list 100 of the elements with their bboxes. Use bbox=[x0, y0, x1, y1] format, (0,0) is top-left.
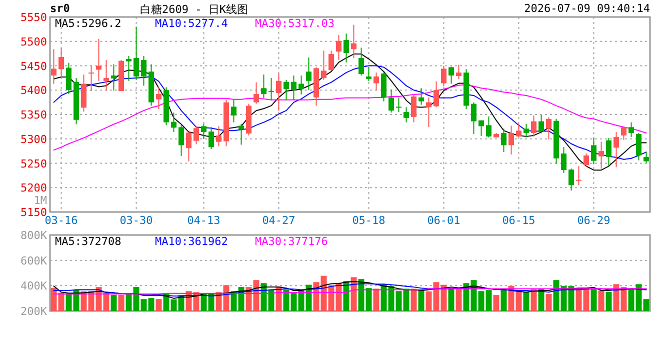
candlestick bbox=[434, 80, 439, 108]
candlestick bbox=[404, 106, 409, 123]
candlestick bbox=[531, 114, 536, 137]
candlestick bbox=[111, 64, 116, 92]
text: MA10:5277.4 bbox=[155, 17, 228, 30]
candlestick bbox=[411, 94, 416, 123]
candlestick bbox=[606, 137, 612, 167]
candlestick bbox=[478, 120, 484, 136]
text: MA30:5317.03 bbox=[255, 17, 334, 30]
candlestick bbox=[238, 123, 244, 146]
y-tick-label: 5500 bbox=[20, 35, 47, 48]
y-tick-label: 200K bbox=[20, 305, 48, 318]
text: sr0 bbox=[50, 2, 70, 15]
candlestick bbox=[576, 166, 582, 186]
candlestick bbox=[471, 102, 476, 134]
candlestick bbox=[284, 79, 289, 101]
candlestick bbox=[58, 48, 64, 78]
candlestick bbox=[388, 89, 394, 114]
y-tick-label: 5300 bbox=[20, 132, 47, 146]
y-tick-label: 5150 bbox=[20, 206, 47, 219]
candlestick bbox=[568, 168, 574, 192]
y-tick-label: 800K bbox=[20, 229, 48, 242]
candlestick bbox=[268, 77, 274, 101]
candlestick bbox=[194, 126, 199, 145]
candlestick bbox=[486, 116, 492, 138]
candlestick bbox=[374, 72, 379, 91]
candlestick bbox=[306, 56, 312, 91]
candlestick bbox=[328, 50, 334, 72]
chart-title: 白糖2609 - 日K线图 bbox=[140, 3, 248, 16]
candlestick bbox=[524, 123, 529, 138]
candlestick bbox=[546, 116, 552, 140]
candlestick bbox=[456, 64, 462, 80]
candlestick bbox=[66, 62, 72, 95]
y-tick-label: 5250 bbox=[20, 157, 47, 170]
candlestick bbox=[88, 65, 94, 92]
text: MA5:5296.2 bbox=[55, 17, 122, 30]
candlestick bbox=[538, 114, 544, 134]
x-tick-label: 06-15 bbox=[502, 214, 536, 227]
x-tick-label: 06-29 bbox=[577, 214, 610, 227]
candlestick bbox=[598, 141, 604, 170]
text: 2026-07-09 09:40:14 bbox=[524, 2, 650, 15]
y-tick-label: 5550 bbox=[20, 11, 47, 24]
candlestick bbox=[628, 122, 634, 138]
candlestick bbox=[441, 65, 446, 87]
candlestick bbox=[134, 26, 139, 80]
text: MA30:377176 bbox=[255, 235, 328, 248]
y-tick-label: 5350 bbox=[20, 108, 47, 122]
x-tick-label: 04-27 bbox=[262, 214, 296, 227]
candlestick bbox=[644, 152, 649, 164]
y-tick-label: 5200 bbox=[20, 182, 47, 195]
candlestick bbox=[104, 59, 109, 92]
candlestick bbox=[614, 132, 619, 168]
y-tick-label: 400K bbox=[20, 280, 48, 293]
candlestick bbox=[358, 47, 364, 76]
candlestick bbox=[561, 146, 566, 174]
candlestick bbox=[254, 82, 259, 104]
text: MA5:372708 bbox=[55, 235, 122, 248]
candlestick bbox=[216, 126, 222, 147]
candlestick bbox=[261, 74, 266, 98]
x-tick-label: 03-30 bbox=[120, 214, 153, 227]
candlestick bbox=[291, 75, 296, 100]
candlestick bbox=[171, 112, 176, 133]
candlestick bbox=[81, 74, 86, 112]
text: 1M bbox=[34, 194, 48, 207]
candlestick bbox=[141, 56, 146, 86]
candlestick bbox=[366, 66, 372, 82]
candlestick bbox=[351, 24, 356, 58]
candlestick bbox=[448, 66, 454, 84]
x-tick-label: 06-01 bbox=[427, 214, 460, 227]
y-tick-label: 5400 bbox=[20, 84, 47, 98]
candlestick bbox=[208, 126, 214, 150]
candlestick bbox=[178, 124, 184, 156]
y-tick-label: 5450 bbox=[20, 60, 47, 73]
candlestick bbox=[126, 56, 132, 82]
candlestick bbox=[516, 123, 522, 138]
text: MA10:361962 bbox=[155, 235, 228, 248]
candlestick bbox=[231, 99, 236, 123]
x-tick-label: 05-18 bbox=[352, 214, 386, 227]
candlestick bbox=[584, 153, 589, 168]
candlestick bbox=[186, 132, 192, 162]
candlestick bbox=[276, 73, 282, 112]
candlestick bbox=[426, 96, 432, 128]
candlestick bbox=[418, 88, 424, 106]
candlestick bbox=[156, 86, 162, 110]
candlestick bbox=[51, 48, 56, 84]
candlestick bbox=[636, 132, 642, 161]
candlestick bbox=[501, 128, 506, 153]
candlestick bbox=[298, 75, 304, 96]
candlestick bbox=[96, 38, 102, 82]
candlestick bbox=[591, 137, 596, 165]
line-series bbox=[53, 54, 647, 171]
x-tick-label: 04-13 bbox=[187, 214, 220, 227]
candlestick bbox=[381, 72, 386, 102]
candlestick bbox=[336, 34, 342, 60]
candlestick bbox=[321, 50, 326, 80]
candlestick bbox=[344, 33, 349, 63]
candlestick bbox=[508, 125, 514, 155]
candlestick bbox=[201, 123, 206, 140]
candlestick bbox=[621, 126, 626, 140]
candlestick bbox=[396, 96, 402, 113]
